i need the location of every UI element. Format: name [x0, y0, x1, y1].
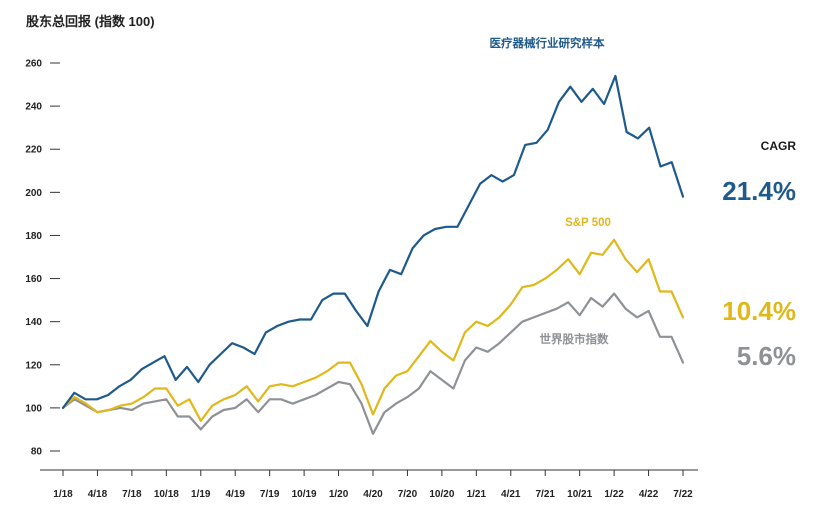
x-tick-label: 7/19 [260, 489, 280, 500]
x-tick-label: 4/18 [88, 489, 108, 500]
y-tick-label: 100 [25, 403, 42, 414]
series-line-sp500 [61, 238, 685, 422]
x-tick-label: 10/18 [154, 489, 179, 500]
y-axis: 80 100 120 140 160 180 200 220 240 260 [25, 59, 60, 458]
x-tick-label: 4/20 [363, 489, 383, 500]
series-label-sp500: S&P 500 [565, 217, 611, 229]
x-tick-label: 10/21 [567, 489, 592, 500]
x-tick-label: 10/19 [292, 489, 317, 500]
cagr-value-world: 5.6% [737, 341, 796, 371]
x-axis: 1/18 4/18 7/18 10/18 1/19 4/19 7/19 10/19 1/20 4/… [40, 469, 698, 500]
cagr-title: CAGR [761, 139, 797, 153]
x-tick-label: 7/18 [122, 489, 142, 500]
y-tick-label: 180 [25, 231, 42, 242]
x-tick-label: 4/22 [639, 489, 659, 500]
x-tick-label: 1/18 [53, 489, 73, 500]
cagr-value-medtech: 21.4% [722, 176, 796, 206]
y-tick-label: 160 [25, 274, 42, 285]
x-tick-label: 7/21 [535, 489, 555, 500]
series-labels: 医疗器械行业研究样本 21.4% S&P 500 10.4% 世界股市指数 5.6% [490, 36, 797, 371]
y-tick-label: 260 [25, 59, 42, 70]
y-tick-label: 80 [31, 447, 43, 458]
y-tick-label: 220 [25, 145, 42, 156]
series-line-world [61, 292, 685, 435]
x-tick-label: 1/19 [191, 489, 211, 500]
x-tick-label: 1/20 [329, 489, 349, 500]
series-line-medtech [61, 74, 685, 409]
series-label-world: 世界股市指数 [540, 332, 609, 346]
y-tick-label: 240 [25, 102, 42, 113]
chart-title: 股东总回报 (指数 100) [26, 14, 155, 29]
cagr-value-sp500: 10.4% [722, 296, 796, 326]
series-label-medtech: 医疗器械行业研究样本 [490, 36, 605, 50]
x-tick-label: 1/21 [467, 489, 487, 500]
x-tick-label: 4/21 [501, 489, 521, 500]
x-tick-label: 4/19 [225, 489, 245, 500]
x-tick-label: 7/22 [673, 489, 693, 500]
series-lines [61, 74, 685, 435]
y-tick-label: 200 [25, 188, 42, 199]
y-tick-label: 140 [25, 317, 42, 328]
y-tick-label: 120 [25, 360, 42, 371]
x-tick-label: 10/20 [429, 489, 454, 500]
x-tick-label: 7/20 [398, 489, 418, 500]
x-tick-label: 1/22 [604, 489, 624, 500]
